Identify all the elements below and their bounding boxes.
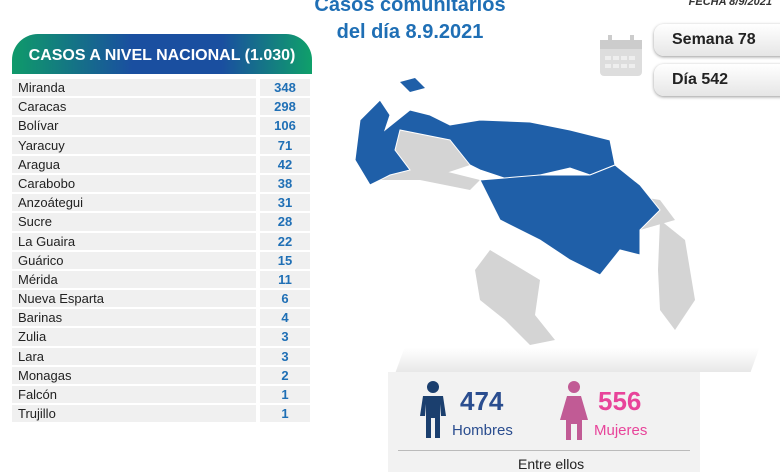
case-count: 42 [260,155,310,173]
case-count: 38 [260,174,310,193]
table-row: Aragua 42 [12,155,310,174]
table-row: Mérida 11 [12,270,310,289]
day-badge: Día 542 [654,64,780,96]
state-name: Trujillo [12,405,256,423]
state-name: Yaracuy [12,136,256,154]
table-row: Yaracuy 71 [12,136,310,155]
case-count: 3 [260,347,310,365]
table-row: Anzoátegui 31 [12,193,310,212]
case-count: 1 [260,405,310,423]
cases-table: Miranda 348 Caracas 298 Bolívar 106 Yaracuy 71 A… [12,78,310,423]
case-count: 2 [260,366,310,384]
table-row: Nueva Esparta 6 [12,289,310,308]
case-count: 348 [260,79,310,97]
state-name: Bolívar [12,117,256,135]
state-name: Miranda [12,79,256,97]
woman-icon [560,381,588,440]
state-name: Lara [12,347,256,365]
state-name: Aragua [12,155,256,173]
case-count: 106 [260,117,310,135]
date-label: FECHA 8/9/2021 [688,0,772,8]
men-label: Hombres [452,422,513,439]
state-name: Sucre [12,213,256,231]
state-name: Carabobo [12,174,256,193]
women-label: Mujeres [594,422,648,439]
table-row: Caracas 298 [12,97,310,116]
table-header: CASOS A NIVEL NACIONAL (1.030) [12,34,312,74]
case-count: 22 [260,232,310,250]
state-name: Guárico [12,251,256,269]
week-badge: Semana 78 [654,24,780,56]
footer-text: Entre ellos [518,456,585,472]
state-name: Nueva Esparta [12,290,256,308]
table-row: Zulia 3 [12,327,310,346]
case-count: 28 [260,213,310,231]
man-icon [420,381,446,438]
table-row: Carabobo 38 [12,174,310,193]
case-count: 15 [260,251,310,269]
table-row: La Guaira 22 [12,232,310,251]
case-count: 4 [260,309,310,327]
case-count: 6 [260,290,310,308]
table-row: Barinas 4 [12,308,310,327]
title-line2: del día 8.9.2021 [336,21,484,43]
women-count: 556 [598,386,642,416]
state-name: Zulia [12,328,256,346]
state-name: Caracas [12,98,256,116]
page-title: Casos comunitarios del día 8.9.2021 [290,0,530,46]
title-line1: Casos comunitarios [314,0,506,16]
case-count: 298 [260,98,310,116]
case-count: 1 [260,386,310,404]
stats-shadow [395,348,760,372]
calendar-icon [600,35,642,76]
table-row: Falcón 1 [12,385,310,404]
table-row: Lara 3 [12,347,310,366]
gender-stats-panel: 474 Hombres 556 Mujeres Entre ellos [388,372,700,472]
state-name: Anzoátegui [12,194,256,212]
table-row: Sucre 28 [12,212,310,231]
venezuela-map [354,78,695,345]
table-row: Miranda 348 [12,78,310,97]
state-name: Barinas [12,309,256,327]
state-name: Monagas [12,366,256,384]
table-row: Guárico 15 [12,251,310,270]
case-count: 71 [260,136,310,154]
case-count: 3 [260,328,310,346]
table-row: Bolívar 106 [12,116,310,135]
state-name: Falcón [12,386,256,404]
table-row: Monagas 2 [12,366,310,385]
table-row: Trujillo 1 [12,404,310,423]
case-count: 11 [260,270,310,289]
state-name: La Guaira [12,232,256,250]
men-count: 474 [460,386,504,416]
divider [398,450,690,451]
case-count: 31 [260,194,310,212]
state-name: Mérida [12,270,256,289]
